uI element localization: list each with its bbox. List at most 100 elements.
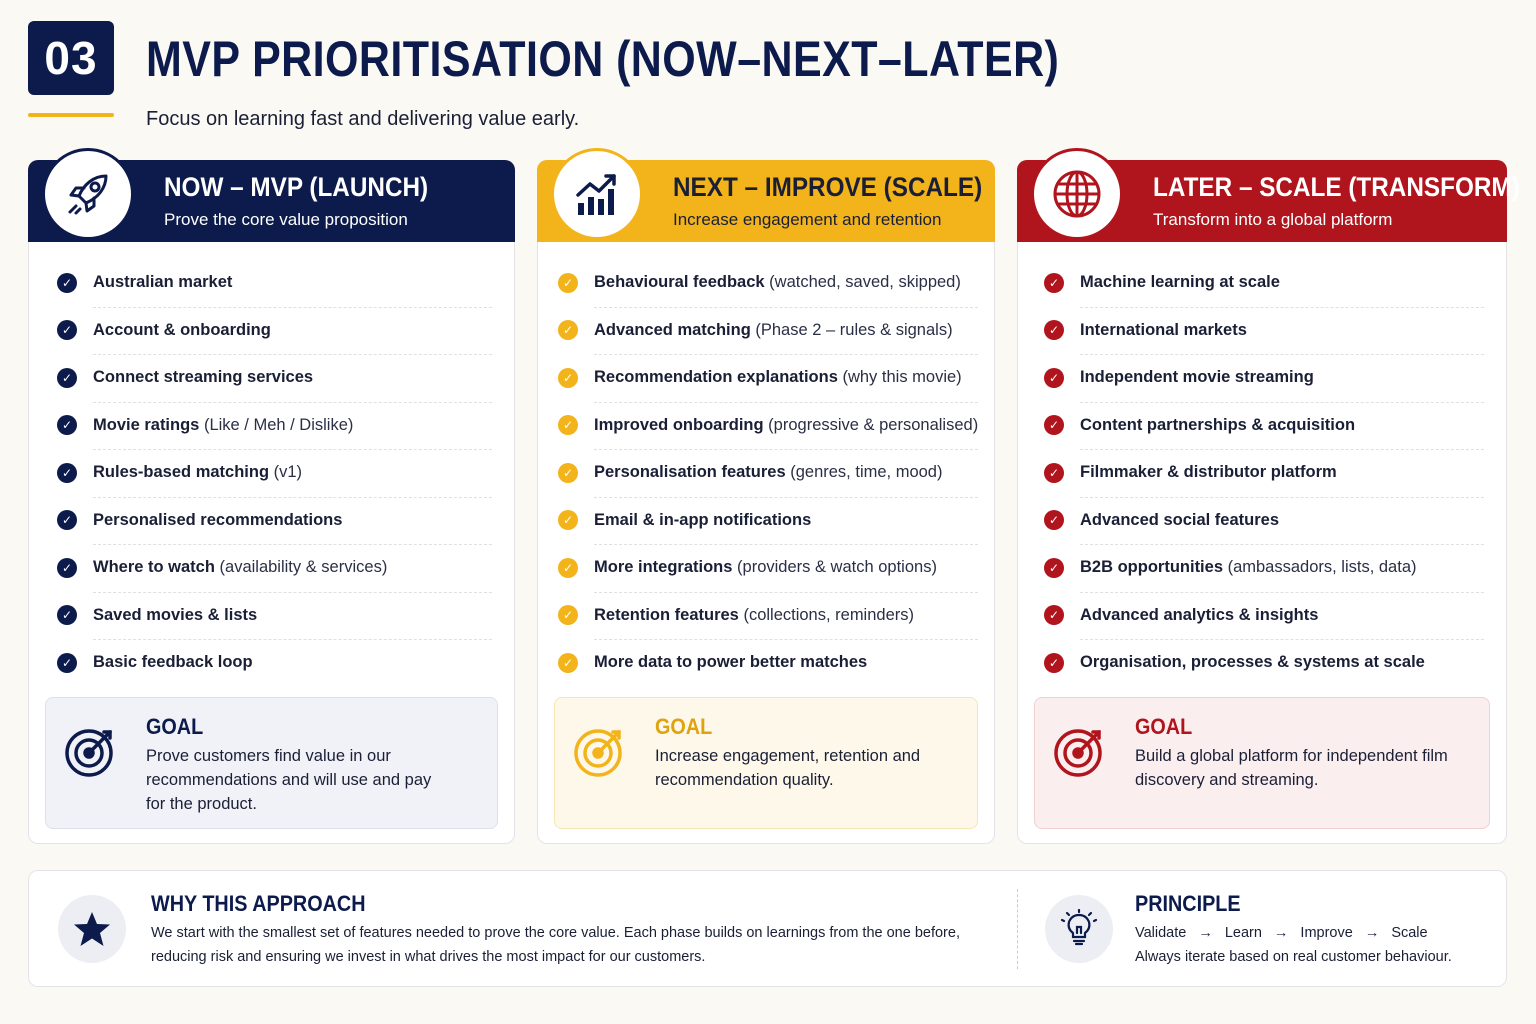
next-icon-circle [551, 148, 643, 240]
check-icon: ✓ [57, 557, 77, 578]
feature-item: ✓ Content partnerships & acquisition [1044, 401, 1484, 450]
feature-name: Rules-based matching [93, 463, 270, 482]
flow-step-scale: Scale [1391, 925, 1428, 941]
check-icon: ✓ [558, 462, 578, 483]
feature-item: ✓ Basic feedback loop [57, 639, 492, 687]
feature-item: ✓ Advanced analytics & insights [1044, 591, 1484, 640]
check-icon: ✓ [57, 652, 77, 673]
feature-item: ✓ Recommendation explanations (why this m… [558, 354, 978, 402]
feature-detail: (Like / Meh / Dislike) [199, 415, 354, 434]
check-icon: ✓ [558, 367, 578, 388]
feature-item: ✓ More data to power better matches [558, 639, 978, 687]
now-column-subtitle: Prove the core value proposition [164, 210, 408, 229]
feature-name: Saved movies & lists [93, 605, 258, 624]
feature-detail: (v1) [269, 463, 303, 482]
why-approach-title: WHY THIS APPROACH [151, 891, 366, 916]
lightbulb-icon [1060, 909, 1098, 946]
check-icon: ✓ [1044, 652, 1064, 673]
feature-item: ✓ International markets [1044, 306, 1484, 355]
feature-name: Independent movie streaming [1080, 368, 1314, 387]
feature-item: ✓ Organisation, processes & systems at sc… [1044, 639, 1484, 687]
feature-name: International markets [1080, 320, 1247, 339]
flow-arrow: → [1273, 925, 1289, 941]
later-column-header: LATER – SCALE (TRANSFORM) Transform into… [1017, 148, 1520, 242]
feature-name: Organisation, processes & systems at sca… [1080, 653, 1425, 672]
check-icon: ✓ [57, 415, 77, 436]
feature-name: Recommendation explanations [594, 368, 838, 387]
feature-item: ✓ Advanced social features [1044, 496, 1484, 545]
feature-name: B2B opportunities [1080, 558, 1223, 577]
feature-name: Personalisation features [594, 463, 786, 482]
feature-item: ✓ Retention features (collections, remind… [558, 591, 978, 640]
now-column-title: NOW – MVP (LAUNCH) [164, 172, 429, 202]
feature-detail: (genres, time, mood) [785, 463, 943, 482]
why-approach-line-1: We start with the smallest set of featur… [151, 925, 960, 941]
approach-panel: WHY THIS APPROACH We start with the smal… [28, 870, 1507, 987]
check-icon: ✓ [558, 272, 578, 293]
feature-item: ✓ Australian market [57, 259, 492, 307]
page-subtitle: Focus on learning fast and delivering va… [146, 108, 580, 130]
feature-detail: (progressive & personalised) [763, 415, 979, 434]
feature-name: Behavioural feedback [594, 273, 765, 292]
now-column-card: NOW – MVP (LAUNCH) Prove the core value … [28, 148, 515, 844]
feature-item: ✓ Email & in-app notifications [558, 496, 978, 545]
check-icon: ✓ [1044, 367, 1064, 388]
target-icon [574, 729, 622, 777]
feature-name: Advanced analytics & insights [1080, 605, 1319, 624]
rocket-icon [68, 174, 108, 215]
later-column-card: LATER – SCALE (TRANSFORM) Transform into… [1017, 148, 1520, 844]
feature-name: Account & onboarding [93, 320, 271, 339]
check-icon: ✓ [1044, 557, 1064, 578]
check-icon: ✓ [57, 462, 77, 483]
feature-name: More data to power better matches [594, 653, 868, 672]
later-goal-text: Build a global platform for independent … [1135, 747, 1448, 789]
feature-item: ✓ Rules-based matching (v1) [57, 449, 492, 497]
feature-name: Email & in-app notifications [594, 510, 812, 529]
principle-description: Always iterate based on real customer be… [1135, 949, 1452, 965]
flow-arrow: → [1198, 925, 1213, 941]
next-feature-list: ✓ Behavioural feedback (watched, saved, s… [558, 259, 978, 687]
check-icon: ✓ [558, 510, 578, 531]
target-icon [65, 729, 113, 777]
feature-name: Where to watch [93, 558, 215, 577]
now-feature-list: ✓ Australian market ✓ Account & onboarding ✓… [57, 259, 492, 687]
feature-name: Connect streaming services [93, 368, 314, 387]
check-icon: ✓ [1044, 605, 1064, 626]
next-goal-text: Increase engagement, retention and recom… [655, 747, 921, 789]
check-icon: ✓ [1044, 510, 1064, 531]
check-icon: ✓ [1044, 272, 1064, 293]
feature-name: More integrations [594, 558, 733, 577]
panel-divider [1017, 889, 1018, 969]
flow-arrow: → [1364, 925, 1380, 941]
check-icon: ✓ [1044, 415, 1064, 436]
star-icon-circle [58, 895, 126, 963]
check-icon: ✓ [558, 415, 578, 436]
feature-item: ✓ B2B opportunities (ambassadors, lists, … [1044, 544, 1484, 592]
later-icon-circle [1031, 148, 1123, 240]
why-approach-text: We start with the smallest set of featur… [151, 921, 960, 969]
feature-detail: (ambassadors, lists, data) [1223, 558, 1417, 577]
now-goal-box: GOAL Prove customers find value in our r… [45, 697, 498, 829]
feature-detail: (watched, saved, skipped) [764, 273, 961, 292]
star-icon [74, 912, 110, 946]
now-goal-label: GOAL [146, 714, 204, 739]
check-icon: ✓ [57, 320, 77, 341]
check-icon: ✓ [558, 605, 578, 626]
next-goal-label: GOAL [655, 714, 713, 739]
feature-item: ✓ Improved onboarding (progressive & pers… [558, 401, 979, 450]
feature-name: Retention features [594, 605, 739, 624]
later-column-title: LATER – SCALE (TRANSFORM) [1153, 172, 1520, 202]
why-approach-line-2: reducing risk and ensuring we invest in … [151, 949, 706, 965]
feature-name: Australian market [93, 273, 233, 292]
feature-name: Machine learning at scale [1080, 273, 1280, 292]
flow-step-improve: Improve [1300, 925, 1353, 941]
badge-underline [28, 113, 114, 117]
feature-detail: (collections, reminders) [738, 605, 914, 624]
feature-name: Improved onboarding [594, 415, 764, 434]
feature-item: ✓ Filmmaker & distributor platform [1044, 449, 1484, 497]
later-column-subtitle: Transform into a global platform [1153, 210, 1393, 229]
principle-title: PRINCIPLE [1135, 891, 1241, 916]
next-goal-box: GOAL Increase engagement, retention and … [554, 697, 978, 829]
feature-item: ✓ Independent movie streaming [1044, 354, 1484, 402]
now-icon-circle [42, 148, 134, 240]
